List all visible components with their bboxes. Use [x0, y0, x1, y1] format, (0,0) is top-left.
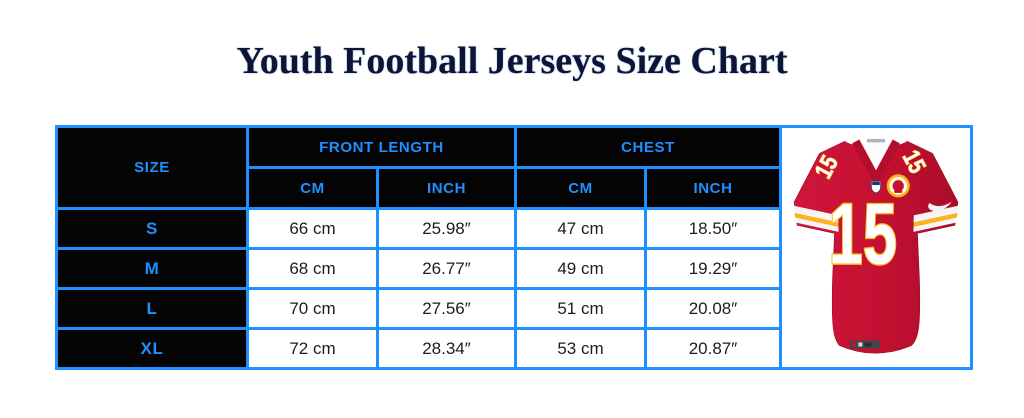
neck-opening	[859, 142, 893, 175]
front-length-cm-value: 70 cm	[246, 287, 379, 330]
size-label: S	[55, 207, 249, 250]
team-patch-icon	[886, 174, 910, 198]
chest-cm-value: 49 cm	[514, 247, 647, 290]
sleeve-stripes-left	[793, 205, 839, 233]
header-front-cm: CM	[246, 166, 379, 210]
table-row-s: S 66 cm 25.98″ 47 cm 18.50″	[55, 207, 972, 250]
size-label: XL	[55, 327, 249, 370]
table-row-m: M 68 cm 26.77″ 49 cm 19.29″	[55, 247, 972, 290]
chest-inch-value: 20.08″	[644, 287, 782, 330]
front-length-inch-value: 27.56″	[376, 287, 517, 330]
header-chest-inch: INCH	[644, 166, 782, 210]
header-front-inch: INCH	[376, 166, 517, 210]
svg-text:15: 15	[829, 185, 897, 282]
front-length-cm-value: 68 cm	[246, 247, 379, 290]
size-chart-table: SIZE FRONT LENGTH CHEST	[55, 125, 973, 370]
hanger-loop	[866, 138, 886, 143]
header-size: SIZE	[55, 125, 249, 210]
header-chest: CHEST	[514, 125, 782, 169]
size-label: L	[55, 287, 249, 330]
chest-inch-value: 18.50″	[644, 207, 782, 250]
jersey-body	[793, 141, 959, 354]
jock-tag	[849, 340, 881, 349]
table-row-l: L 70 cm 27.56″ 51 cm 20.08″	[55, 287, 972, 330]
front-length-cm-value: 66 cm	[246, 207, 379, 250]
jersey-image-cell: 15 15 15	[779, 125, 973, 370]
collar	[852, 139, 900, 183]
chest-inch-value: 19.29″	[644, 247, 782, 290]
chest-cm-value: 51 cm	[514, 287, 647, 330]
nfl-shield-icon	[871, 180, 881, 194]
front-length-inch-value: 25.98″	[376, 207, 517, 250]
jersey-number: 15	[828, 184, 899, 283]
page-title: Youth Football Jerseys Size Chart	[236, 40, 788, 82]
sleeve-stripes-right	[913, 205, 959, 233]
nike-swoosh-icon	[928, 201, 952, 212]
chest-inch-value: 20.87″	[644, 327, 782, 370]
size-label: M	[55, 247, 249, 290]
header-chest-cm: CM	[514, 166, 647, 210]
front-length-inch-value: 26.77″	[376, 247, 517, 290]
header-front-length: FRONT LENGTH	[246, 125, 517, 169]
table-row-xl: XL 72 cm 28.34″ 53 cm 20.87″	[55, 327, 972, 370]
chest-cm-value: 47 cm	[514, 207, 647, 250]
front-length-cm-value: 72 cm	[246, 327, 379, 370]
chest-cm-value: 53 cm	[514, 327, 647, 370]
jersey-image: 15 15 15	[793, 138, 959, 354]
front-length-inch-value: 28.34″	[376, 327, 517, 370]
